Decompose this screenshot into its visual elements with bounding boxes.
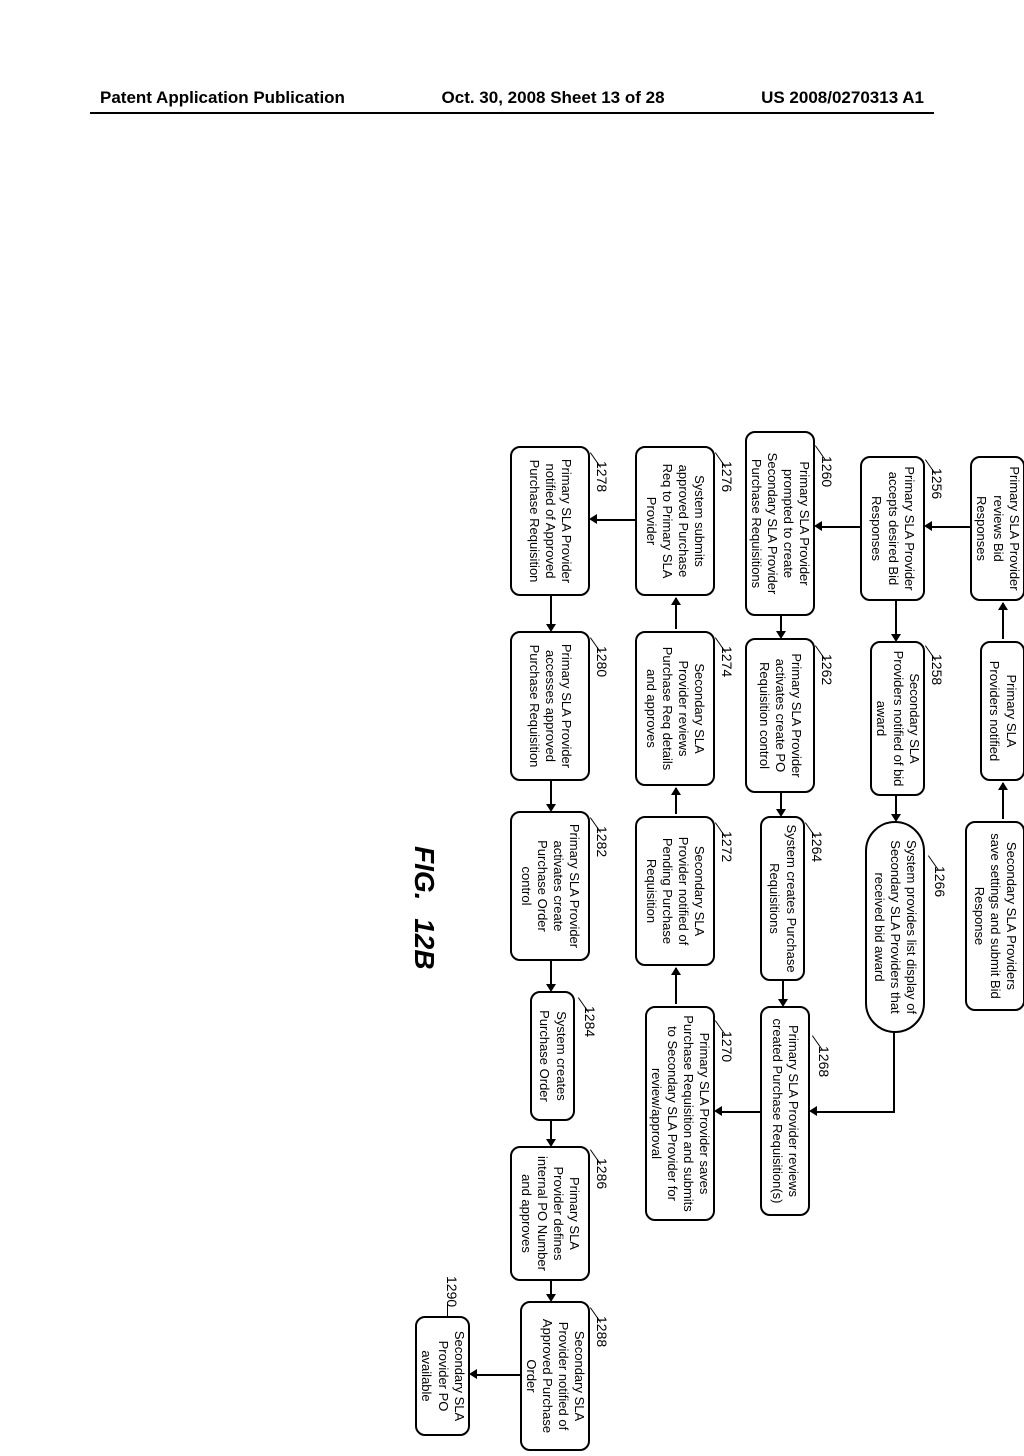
arrow-1268-1270 bbox=[717, 1111, 760, 1113]
ah-1276-1278 bbox=[589, 514, 597, 524]
node-1260-text: Primary SLA Provider prompted to create … bbox=[748, 439, 813, 608]
node-1276-text: System submits approved Purchase Req to … bbox=[643, 454, 708, 588]
node-1286-text: Primary SLA Provider defines internal PO… bbox=[518, 1154, 583, 1273]
ah-1256-1258 bbox=[891, 634, 901, 642]
node-1284: System creates Purchase Order bbox=[530, 991, 575, 1121]
node-1264-text: System creates Purchase Requisitions bbox=[766, 824, 799, 973]
header-left: Patent Application Publication bbox=[100, 88, 345, 108]
node-1290: Secondary SLA Provider PO available bbox=[415, 1316, 470, 1436]
figure-label: FIG. 12B bbox=[408, 846, 440, 970]
ref-1264: 1264 bbox=[809, 831, 825, 862]
ref-1276: 1276 bbox=[719, 461, 735, 492]
ref-1288: 1288 bbox=[594, 1316, 610, 1347]
node-1280: Primary SLA Provider accesses approved P… bbox=[510, 631, 590, 781]
ah-1286-1288 bbox=[546, 1294, 556, 1302]
arrow-1288-1290 bbox=[472, 1374, 520, 1376]
ah-1280-1282 bbox=[546, 804, 556, 812]
header-center: Oct. 30, 2008 Sheet 13 of 28 bbox=[442, 88, 665, 108]
node-1250-text: Secondary SLA Providers save settings an… bbox=[971, 829, 1020, 1003]
node-1264: System creates Purchase Requisitions bbox=[760, 816, 805, 981]
ref-1270: 1270 bbox=[719, 1031, 735, 1062]
node-1288: Secondary SLA Provider notified of Appro… bbox=[520, 1301, 590, 1451]
ref-1256: 1256 bbox=[929, 468, 945, 499]
ah-1268-1270 bbox=[714, 1106, 722, 1116]
fig-num: 12B bbox=[409, 918, 440, 969]
arrow-1266-1268b bbox=[812, 1111, 895, 1113]
arrow-1256-1260 bbox=[817, 526, 860, 528]
node-1254: Primary SLA Provider reviews Bid Respons… bbox=[970, 456, 1024, 601]
header-rule bbox=[90, 112, 934, 114]
ah-1274-1276 bbox=[671, 597, 681, 605]
node-1274: Secondary SLA Provider reviews Purchase … bbox=[635, 631, 715, 786]
ah-1256-1260 bbox=[814, 521, 822, 531]
node-1282-text: Primary SLA Provider activates create Pu… bbox=[518, 819, 583, 953]
ref-1262: 1262 bbox=[819, 654, 835, 685]
ah-1288-1290 bbox=[469, 1369, 477, 1379]
node-1268-text: Primary SLA Provider reviews created Pur… bbox=[769, 1014, 802, 1208]
ah-1266-1268 bbox=[809, 1106, 817, 1116]
arrow-1266-1268a bbox=[893, 1033, 895, 1111]
ref-1268: 1268 bbox=[816, 1046, 832, 1077]
node-1250: Secondary SLA Providers save settings an… bbox=[965, 821, 1024, 1011]
ref-1290-line bbox=[447, 1304, 448, 1318]
node-1274-text: Secondary SLA Provider reviews Purchase … bbox=[643, 639, 708, 778]
ah-1272-1274 bbox=[671, 787, 681, 795]
node-1270: Primary SLA Provider saves Purchase Requ… bbox=[645, 1006, 715, 1221]
node-1258-text: Secondary SLA Providers notified of bid … bbox=[873, 649, 922, 788]
ah-1250-1252 bbox=[998, 782, 1008, 790]
ah-1262-1264 bbox=[776, 809, 786, 817]
diagram-inner: A 1200 Secondary SLA Providers access RF… bbox=[386, 406, 1024, 1456]
flowchart-diagram: A 1200 Secondary SLA Providers access RF… bbox=[0, 273, 1024, 1057]
ref-1272: 1272 bbox=[719, 831, 735, 862]
ah-1270-1272 bbox=[671, 967, 681, 975]
node-1262: Primary SLA Provider activates create PO… bbox=[745, 638, 815, 793]
node-1254-text: Primary SLA Provider reviews Bid Respons… bbox=[973, 464, 1022, 593]
node-1284-text: System creates Purchase Order bbox=[536, 999, 569, 1113]
ref-1282: 1282 bbox=[594, 826, 610, 857]
node-1262-text: Primary SLA Provider activates create PO… bbox=[756, 646, 805, 785]
ref-1260: 1260 bbox=[819, 456, 835, 487]
node-1268: Primary SLA Provider reviews created Pur… bbox=[760, 1006, 810, 1216]
page-header: Patent Application Publication Oct. 30, … bbox=[0, 88, 1024, 108]
node-1272: Secondary SLA Provider notified of Pendi… bbox=[635, 816, 715, 966]
ref-1274: 1274 bbox=[719, 646, 735, 677]
node-1278-text: Primary SLA Provider notified of Approve… bbox=[526, 454, 575, 588]
node-1276: System submits approved Purchase Req to … bbox=[635, 446, 715, 596]
ref-1266: 1266 bbox=[932, 866, 948, 897]
node-1288-text: Secondary SLA Provider notified of Appro… bbox=[523, 1309, 588, 1443]
ah-1278-1280 bbox=[546, 624, 556, 632]
ref-1286: 1286 bbox=[594, 1158, 610, 1189]
ah-1254-1256 bbox=[924, 521, 932, 531]
fig-text: FIG. bbox=[409, 846, 440, 900]
node-1280-text: Primary SLA Provider accesses approved P… bbox=[526, 639, 575, 773]
node-1252: Primary SLA Providers notified bbox=[980, 641, 1024, 781]
ah-1260-1262 bbox=[776, 631, 786, 639]
ah-1284-1286 bbox=[546, 1139, 556, 1147]
node-1278: Primary SLA Provider notified of Approve… bbox=[510, 446, 590, 596]
node-1272-text: Secondary SLA Provider notified of Pendi… bbox=[643, 824, 708, 958]
ah-1264-1268 bbox=[778, 999, 788, 1007]
node-1256-text: Primary SLA Provider accepts desired Bid… bbox=[868, 464, 917, 593]
ref-1278: 1278 bbox=[594, 461, 610, 492]
node-1256: Primary SLA Provider accepts desired Bid… bbox=[860, 456, 925, 601]
node-1270-text: Primary SLA Provider saves Purchase Requ… bbox=[648, 1014, 713, 1213]
node-1258: Secondary SLA Providers notified of bid … bbox=[870, 641, 925, 796]
header-right: US 2008/0270313 A1 bbox=[761, 88, 924, 108]
ref-1284: 1284 bbox=[582, 1006, 598, 1037]
node-1252-text: Primary SLA Providers notified bbox=[986, 649, 1019, 773]
ref-1280: 1280 bbox=[594, 646, 610, 677]
ah-1282-1284 bbox=[546, 984, 556, 992]
node-1286: Primary SLA Provider defines internal PO… bbox=[510, 1146, 590, 1281]
arrow-1276-1278 bbox=[592, 519, 635, 521]
node-1266-text: System provides list display of Secondar… bbox=[871, 829, 920, 1025]
node-1266: System provides list display of Secondar… bbox=[865, 821, 925, 1033]
arrow-1254-1256 bbox=[927, 526, 970, 528]
ref-1290: 1290 bbox=[444, 1276, 460, 1307]
node-1290-text: Secondary SLA Provider PO available bbox=[418, 1324, 467, 1428]
ah-1252-1254 bbox=[998, 602, 1008, 610]
ah-1258-1266 bbox=[891, 814, 901, 822]
node-1282: Primary SLA Provider activates create Pu… bbox=[510, 811, 590, 961]
ref-1258: 1258 bbox=[929, 654, 945, 685]
node-1260: Primary SLA Provider prompted to create … bbox=[745, 431, 815, 616]
